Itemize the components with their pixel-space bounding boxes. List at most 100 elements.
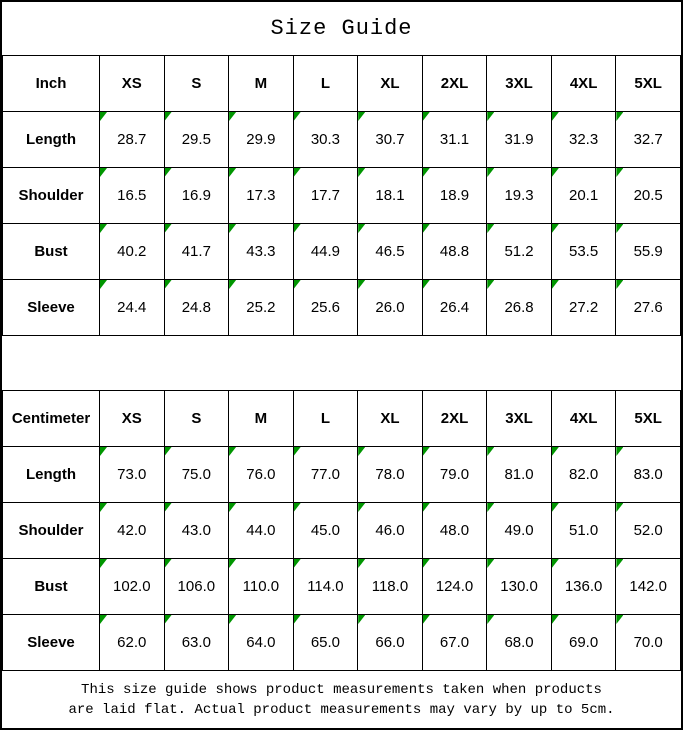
measurement-cell: 32.3 xyxy=(550,111,617,168)
cell-corner-flag-icon xyxy=(616,503,624,512)
measurement-value: 77.0 xyxy=(310,466,341,483)
measurement-value: 44.0 xyxy=(246,522,276,539)
row-label: Shoulder xyxy=(2,167,100,224)
cell-corner-flag-icon xyxy=(229,503,237,512)
measurement-value: 68.0 xyxy=(504,634,534,651)
cell-corner-flag-icon xyxy=(552,559,559,568)
row-label: Length xyxy=(2,446,100,503)
size-column-header: 4XL xyxy=(550,55,617,112)
row-label: Bust xyxy=(2,223,100,280)
cell-corner-flag-icon xyxy=(552,112,559,121)
measurement-cell: 136.0 xyxy=(550,558,617,615)
measurement-cell: 42.0 xyxy=(99,502,165,559)
measurement-cell: 25.6 xyxy=(292,279,359,336)
measurement-value: 29.9 xyxy=(246,131,276,148)
cell-corner-flag-icon xyxy=(423,447,430,456)
measurement-cell: 43.0 xyxy=(163,502,230,559)
measurement-value: 83.0 xyxy=(633,466,663,483)
measurement-value: 24.4 xyxy=(117,299,147,316)
size-column-header: XS xyxy=(99,55,165,112)
measurement-cell: 46.0 xyxy=(357,502,423,559)
measurement-cell: 68.0 xyxy=(486,614,552,671)
measurement-cell: 29.5 xyxy=(163,111,230,168)
measurement-value: 124.0 xyxy=(435,578,474,595)
cell-corner-flag-icon xyxy=(294,280,301,289)
row-label: Sleeve xyxy=(2,614,100,671)
cell-corner-flag-icon xyxy=(100,224,107,233)
cell-corner-flag-icon xyxy=(423,280,430,289)
measurement-cell: 20.5 xyxy=(615,167,681,224)
measurement-value: 44.9 xyxy=(310,243,341,260)
measurement-value: 102.0 xyxy=(113,578,151,595)
cell-corner-flag-icon xyxy=(616,615,624,624)
measurement-value: 142.0 xyxy=(629,578,667,595)
measurement-value: 130.0 xyxy=(500,578,538,595)
table-row: Shoulder 16.5 16.9 17.3 17.7 18.1 18.9 19.3 20.1… xyxy=(2,167,681,224)
measurement-value: 16.9 xyxy=(181,187,211,204)
cell-corner-flag-icon xyxy=(358,280,366,289)
measurement-cell: 44.0 xyxy=(228,502,294,559)
cell-corner-flag-icon xyxy=(229,280,237,289)
measurement-cell: 20.1 xyxy=(550,167,617,224)
measurement-cell: 66.0 xyxy=(357,614,423,671)
measurement-cell: 26.0 xyxy=(357,279,423,336)
measurement-value: 106.0 xyxy=(177,578,216,595)
measurement-cell: 142.0 xyxy=(615,558,681,615)
cell-corner-flag-icon xyxy=(165,224,172,233)
measurement-cell: 69.0 xyxy=(550,614,617,671)
measurement-value: 46.5 xyxy=(375,243,405,260)
cell-corner-flag-icon xyxy=(229,447,237,456)
cell-corner-flag-icon xyxy=(487,615,495,624)
cell-corner-flag-icon xyxy=(100,280,107,289)
cell-corner-flag-icon xyxy=(358,168,366,177)
cell-corner-flag-icon xyxy=(423,503,430,512)
cell-corner-flag-icon xyxy=(100,447,107,456)
measurement-value: 46.0 xyxy=(375,522,405,539)
measurement-cell: 73.0 xyxy=(99,446,165,503)
cell-corner-flag-icon xyxy=(100,615,107,624)
cell-corner-flag-icon xyxy=(487,168,495,177)
measurement-value: 18.9 xyxy=(439,187,470,204)
cell-corner-flag-icon xyxy=(552,280,559,289)
measurement-value: 79.0 xyxy=(439,466,470,483)
measurement-value: 69.0 xyxy=(569,634,599,651)
measurement-value: 52.0 xyxy=(633,522,663,539)
measurement-cell: 110.0 xyxy=(228,558,294,615)
size-column-header: S xyxy=(163,390,230,447)
cell-corner-flag-icon xyxy=(165,112,172,121)
cell-corner-flag-icon xyxy=(294,112,301,121)
measurement-value: 51.2 xyxy=(504,243,534,260)
measurement-cell: 24.4 xyxy=(99,279,165,336)
footer-note: This size guide shows product measuremen… xyxy=(2,671,681,728)
size-column-header: XL xyxy=(357,55,423,112)
cell-corner-flag-icon xyxy=(229,224,237,233)
cell-corner-flag-icon xyxy=(616,112,624,121)
measurement-cell: 27.6 xyxy=(615,279,681,336)
measurement-cell: 51.2 xyxy=(486,223,552,280)
measurement-cell: 19.3 xyxy=(486,167,552,224)
cell-corner-flag-icon xyxy=(616,168,624,177)
measurement-value: 67.0 xyxy=(439,634,470,651)
measurement-cell: 53.5 xyxy=(550,223,617,280)
measurement-cell: 40.2 xyxy=(99,223,165,280)
measurement-cell: 48.0 xyxy=(421,502,488,559)
table-row: Length 73.0 75.0 76.0 77.0 78.0 79.0 81.0 82.0 83… xyxy=(2,446,681,503)
size-column-header: 5XL xyxy=(615,55,681,112)
measurement-value: 78.0 xyxy=(375,466,405,483)
cell-corner-flag-icon xyxy=(229,615,237,624)
measurement-value: 75.0 xyxy=(181,466,211,483)
cell-corner-flag-icon xyxy=(616,559,624,568)
measurement-value: 62.0 xyxy=(117,634,147,651)
cell-corner-flag-icon xyxy=(552,224,559,233)
spacer-row xyxy=(2,336,681,390)
cell-corner-flag-icon xyxy=(165,447,172,456)
measurement-value: 30.7 xyxy=(375,131,405,148)
size-column-header: 5XL xyxy=(615,390,681,447)
cell-corner-flag-icon xyxy=(165,559,172,568)
size-column-header: M xyxy=(228,55,294,112)
table-row: Shoulder 42.0 43.0 44.0 45.0 46.0 48.0 49.0 51.0… xyxy=(2,502,681,559)
measurement-value: 24.8 xyxy=(181,299,211,316)
centimeter-size-table: Centimeter XS S M L XL 2XL 3XL 4XL 5XL Length 73.0 7… xyxy=(2,390,681,671)
measurement-value: 76.0 xyxy=(246,466,276,483)
